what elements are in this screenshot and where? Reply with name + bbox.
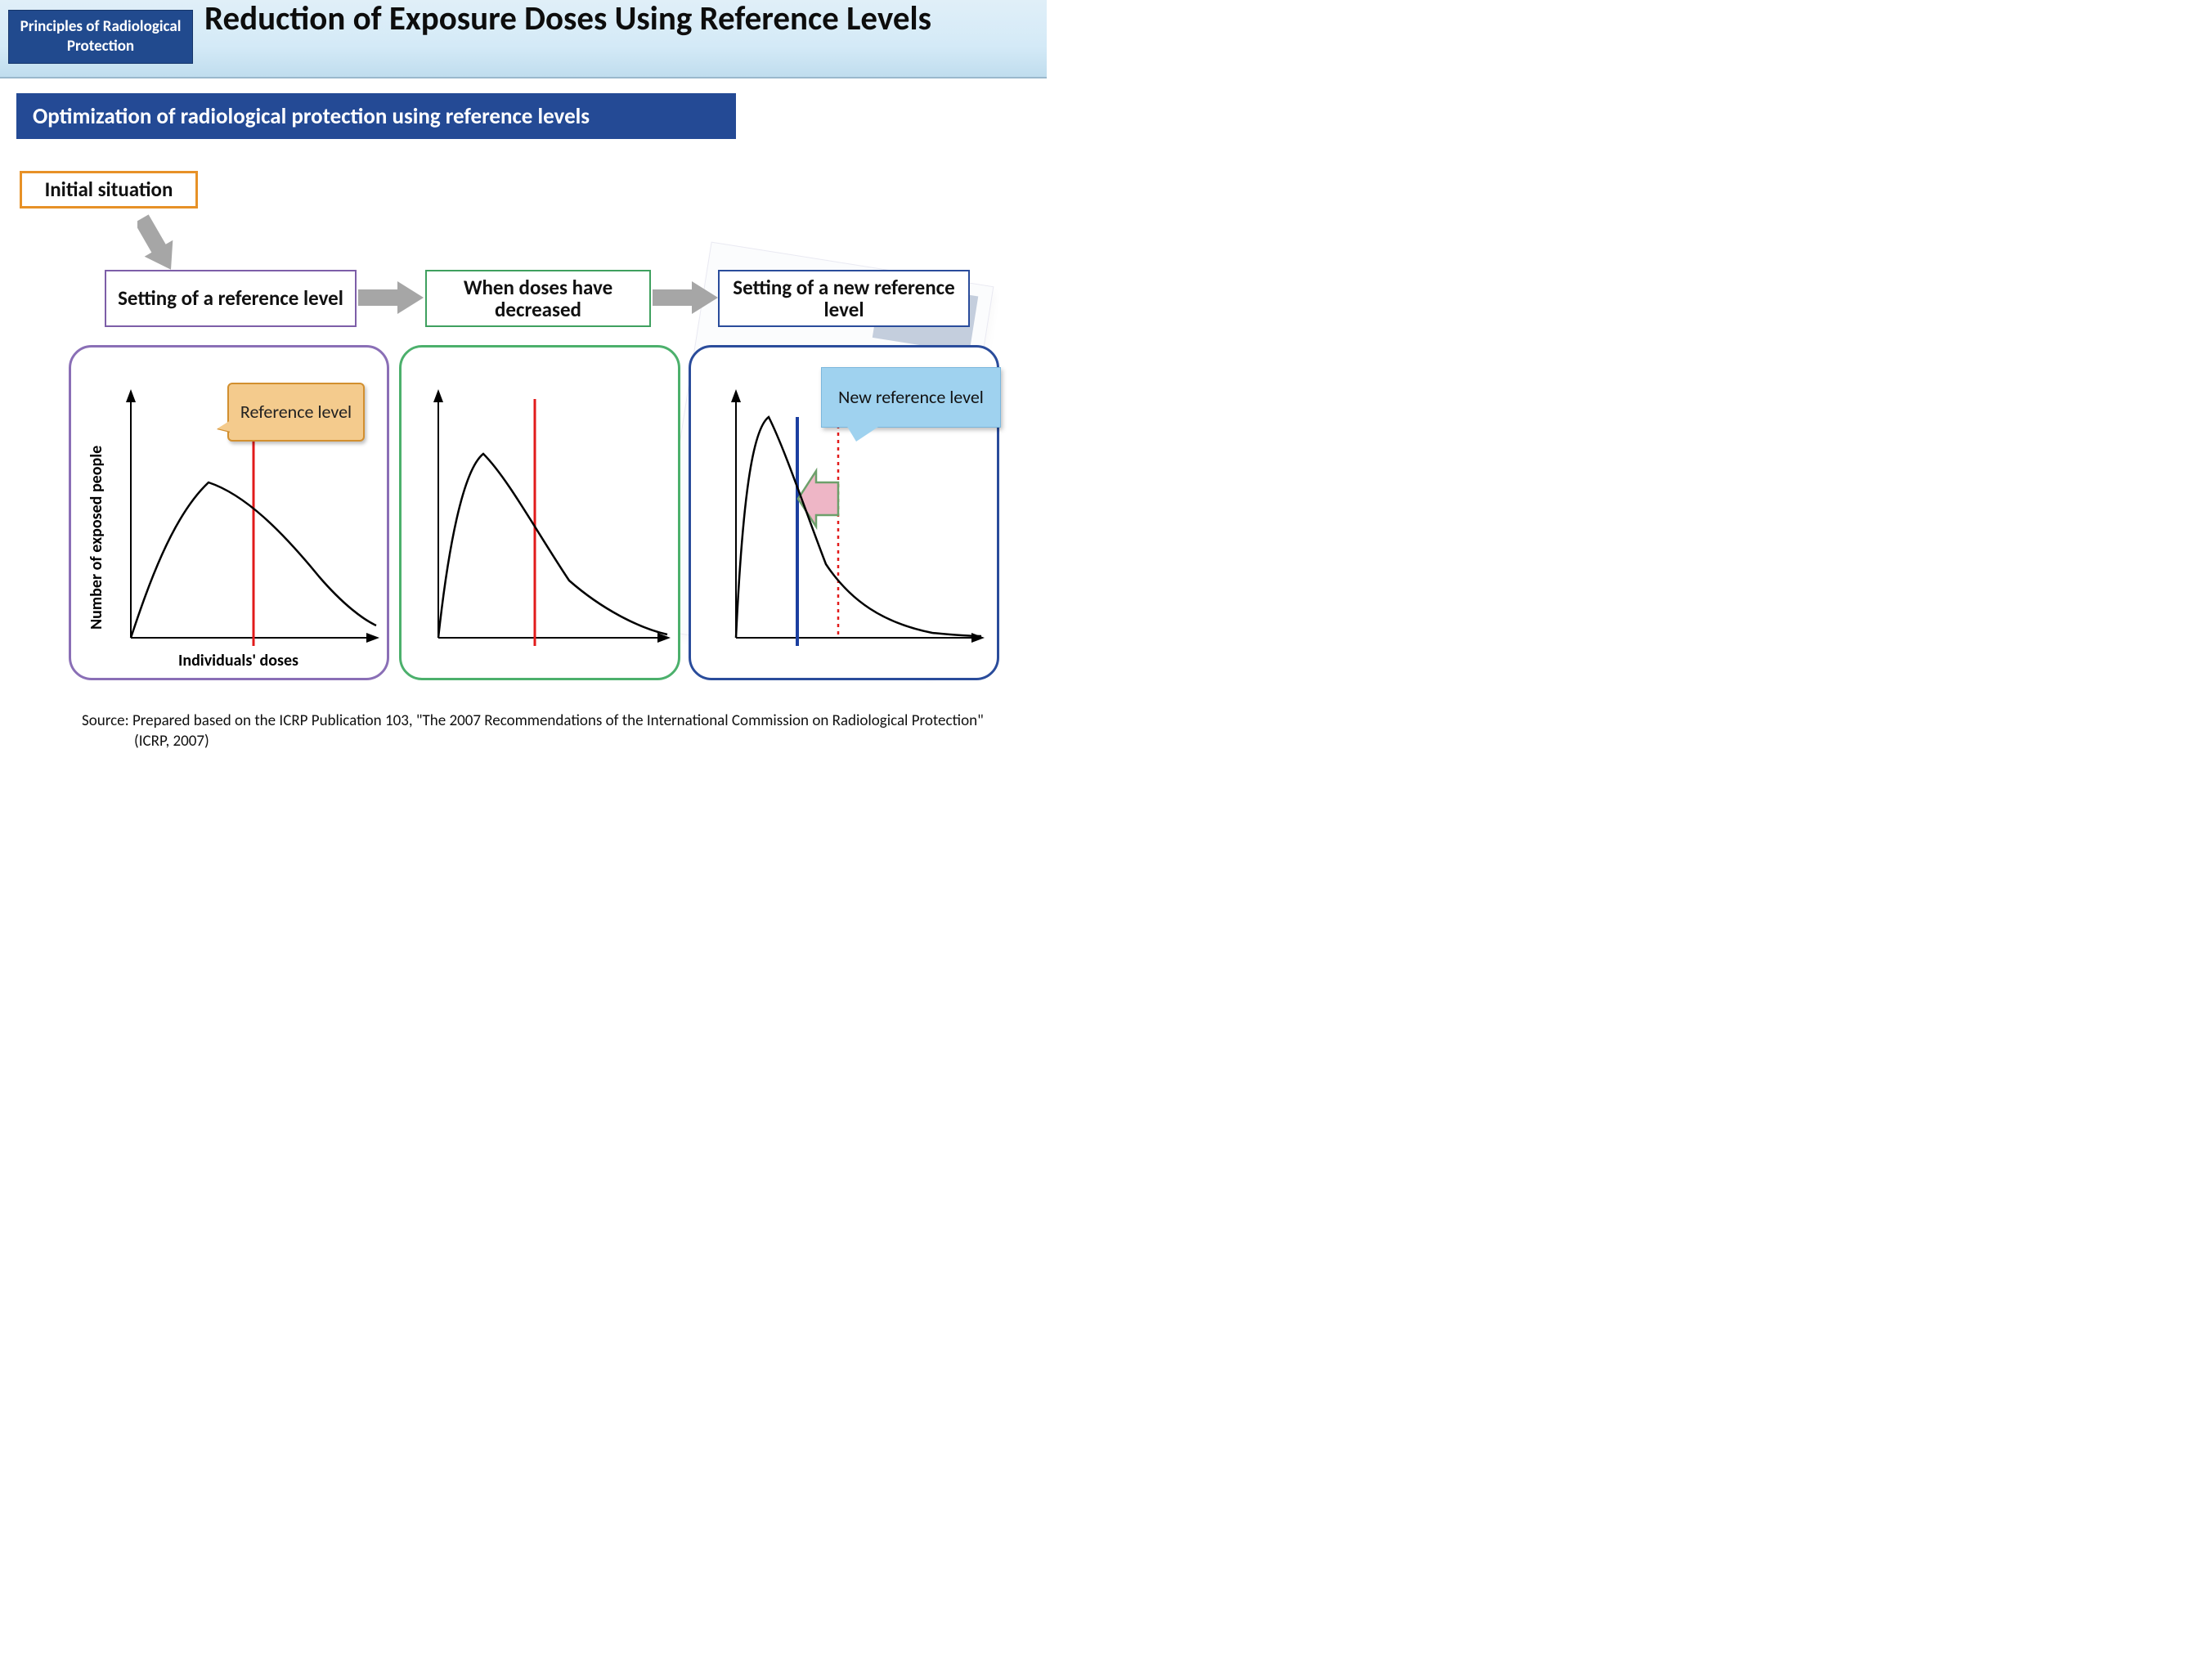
box-step1-label: Setting of a reference level [118,287,343,310]
page-title: Reduction of Exposure Doses Using Refere… [204,0,931,38]
box-initial-label: Initial situation [45,178,173,201]
header-category-box: Principles of Radiological Protection [8,10,193,64]
subtitle-bar: Optimization of radiological protection … [16,93,736,139]
box-step3-label: Setting of a new reference level [728,276,960,321]
arrow-initial-to-step1 [137,209,211,283]
box-doses-decreased: When doses have decreased [425,270,651,327]
callout-reference-level: Reference level [227,383,365,442]
y-axis-label: Number of exposed people [87,446,106,630]
source-citation: Source: Prepared based on the ICRP Publi… [82,711,1014,751]
subtitle-text: Optimization of radiological protection … [33,103,590,130]
box-new-reference-level: Setting of a new reference level [718,270,970,327]
arrow-step2-to-step3 [653,281,726,317]
x-axis-label: Individuals' doses [178,651,298,670]
shift-arrow-icon [798,471,838,527]
arrow-step1-to-step2 [358,281,432,317]
box-initial-situation: Initial situation [20,171,198,208]
callout-new-text: New reference level [838,388,984,407]
callout-ref-text: Reference level [240,402,352,422]
callout-new-reference-level: New reference level [821,367,1001,428]
header-banner: Principles of Radiological Protection Re… [0,0,1047,78]
box-step2-label: When doses have decreased [435,276,641,321]
chart-step2 [422,376,675,654]
header-category-text: Principles of Radiological Protection [12,17,189,56]
